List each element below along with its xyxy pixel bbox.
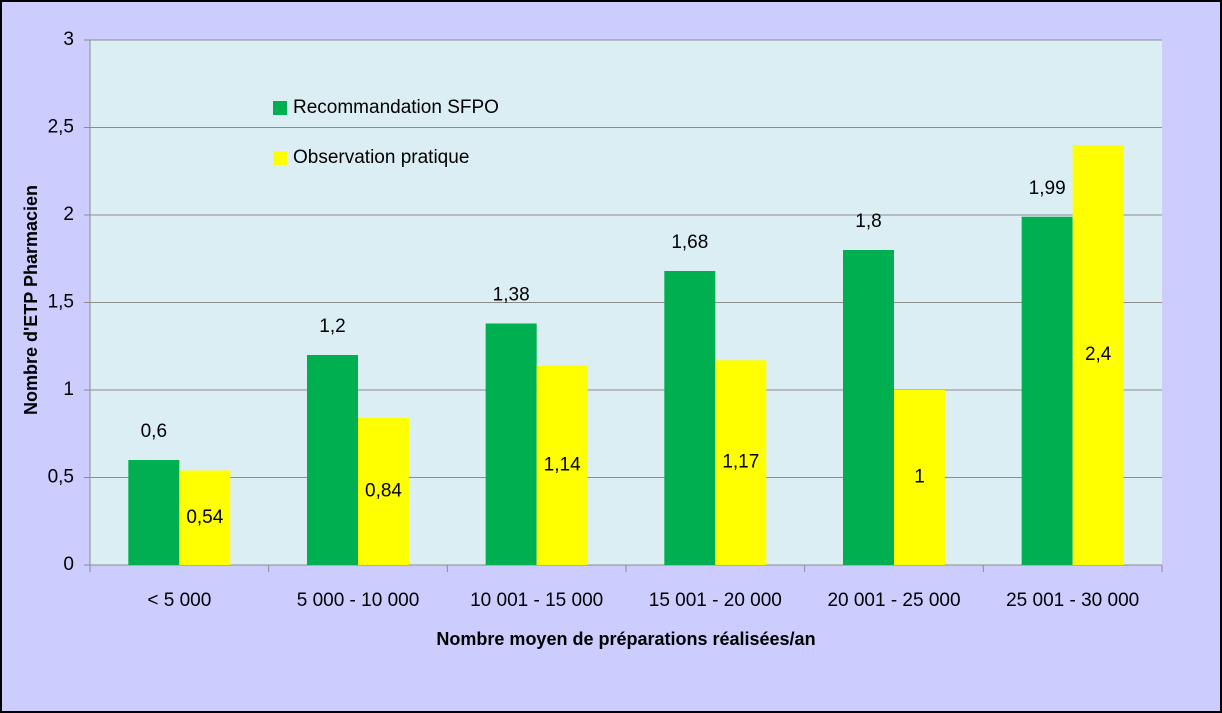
y-tick-label: 1,5	[48, 292, 74, 313]
data-label: 0,84	[365, 481, 402, 502]
bar	[664, 271, 716, 565]
bar	[358, 418, 409, 565]
bar	[485, 323, 537, 565]
bar	[536, 365, 588, 565]
legend-swatch	[273, 101, 287, 115]
bar	[179, 470, 231, 565]
y-tick-label: 0,5	[48, 467, 74, 488]
y-tick-label: 0	[63, 554, 74, 575]
bar	[1021, 216, 1073, 565]
legend-label: Recommandation SFPO	[293, 97, 499, 118]
bar	[128, 460, 180, 565]
data-label: 1,17	[722, 452, 759, 473]
y-tick-label: 2,5	[48, 117, 74, 138]
data-label: 1,68	[671, 232, 708, 253]
data-label: 0,54	[186, 507, 223, 528]
bar	[715, 360, 767, 565]
data-label: 1,2	[319, 316, 345, 337]
bar	[307, 355, 358, 565]
y-tick-label: 2	[63, 204, 74, 225]
x-tick-label: 15 001 - 20 000	[649, 590, 782, 611]
bar	[894, 390, 945, 565]
x-tick-label: 5 000 - 10 000	[297, 590, 420, 611]
bar	[1072, 145, 1124, 565]
x-tick-label: < 5 000	[147, 590, 211, 611]
x-axis-title: Nombre moyen de préparations réalisées/a…	[436, 629, 815, 649]
legend-swatch	[273, 151, 287, 165]
data-label: 0,6	[141, 421, 167, 442]
y-tick-label: 3	[63, 29, 74, 50]
x-tick-label: 25 001 - 30 000	[1006, 590, 1139, 611]
data-label: 1,38	[493, 285, 530, 306]
data-label: 1,8	[855, 211, 881, 232]
data-label: 1,99	[1029, 178, 1066, 199]
legend-label: Observation pratique	[293, 147, 469, 168]
data-label: 1,14	[544, 454, 581, 475]
y-tick-label: 1	[63, 379, 74, 400]
x-tick-label: 10 001 - 15 000	[470, 590, 603, 611]
data-label: 1	[914, 467, 925, 488]
x-tick-label: 20 001 - 25 000	[827, 590, 960, 611]
y-axis-title: Nombre d'ETP Pharmacien	[21, 185, 41, 415]
bar	[843, 250, 894, 565]
data-label: 2,4	[1085, 344, 1112, 365]
